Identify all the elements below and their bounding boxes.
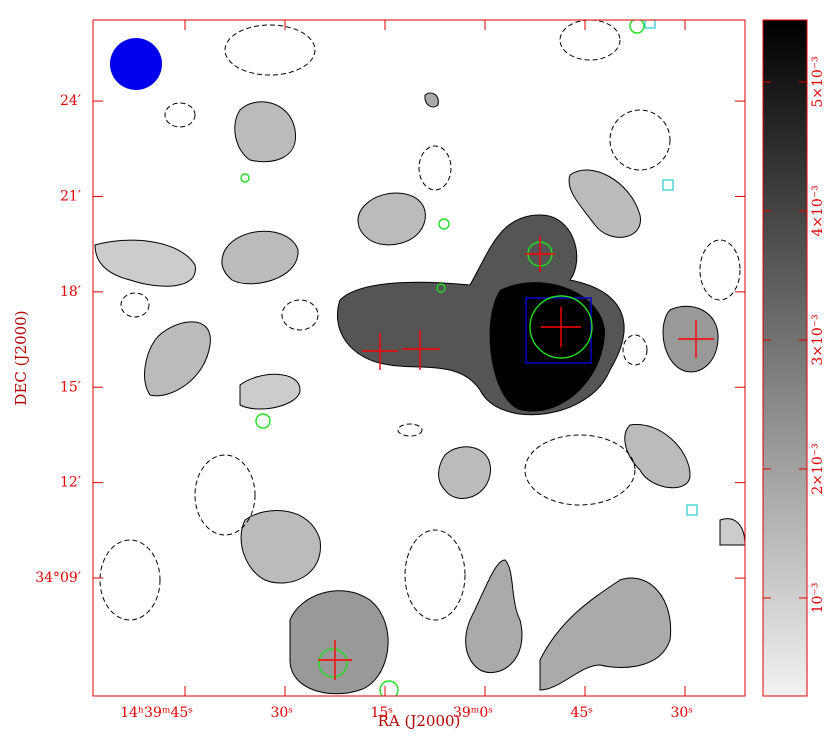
y-tick-label: 24′ [60,93,81,109]
y-axis-title: DEC (J2000) [12,310,30,405]
y-tick-label: 21′ [60,188,81,204]
chart: RA (J2000) DEC (J2000) 14ʰ39ᵐ45ˢ30ˢ15ˢ39… [0,0,836,739]
colorbar-tick-label: 4×10⁻³ [810,185,826,236]
map-image [95,19,745,699]
x-tick-label: 45ˢ [570,705,593,721]
y-tick-label: 18′ [60,284,81,300]
x-tick-label: 39ᵐ0ˢ [453,705,493,721]
colorbar-tick-label: 2×10⁻³ [810,443,826,494]
colorbar-tick-label: 5×10⁻³ [810,56,826,107]
colorbar-tick-label: 10⁻³ [810,583,826,614]
colorbar-tick-label: 3×10⁻³ [810,314,826,365]
x-tick-label: 14ʰ39ᵐ45ˢ [120,705,193,721]
y-tick-label: 15′ [60,379,81,395]
colorbar [763,20,807,696]
x-tick-label: 30ˢ [270,705,293,721]
x-tick-label: 15ˢ [370,705,393,721]
y-tick-label: 34°09′ [35,570,81,586]
y-tick-label: 12′ [60,475,81,491]
x-tick-label: 30ˢ [670,705,693,721]
